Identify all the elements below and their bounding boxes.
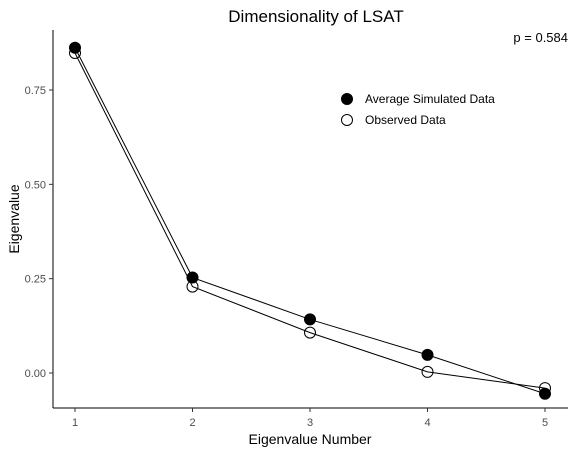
x-tick-label: 5: [542, 417, 548, 429]
legend-label-observed: Observed Data: [365, 113, 446, 127]
data-point-average-simulated-data: [421, 348, 434, 361]
legend-key-observed: [341, 114, 353, 126]
x-tick-label: 1: [72, 417, 78, 429]
data-point-average-simulated-data: [186, 271, 199, 284]
y-tick-label: 0.50: [25, 179, 46, 191]
x-tick-label: 3: [307, 417, 313, 429]
legend-label-average-simulated: Average Simulated Data: [365, 92, 495, 106]
x-axis-title: Eigenvalue Number: [249, 431, 372, 447]
axes: [52, 30, 568, 409]
p-value-annotation: p = 0.584: [513, 30, 568, 45]
y-tick-label: 0.25: [25, 274, 46, 286]
chart-title: Dimensionality of LSAT: [228, 7, 403, 26]
data-point-observed-data: [539, 382, 551, 395]
legend-key-average-simulated: [341, 93, 353, 105]
data-point-average-simulated-data: [304, 313, 316, 326]
series-layer: [69, 41, 551, 400]
ticks: 1 2 3 4 5 0.00 0.25 0.50 0.75: [25, 85, 548, 429]
x-tick-label: 4: [424, 417, 430, 429]
y-tick-label: 0.00: [25, 368, 46, 380]
series-line-observed-data: [74, 52, 546, 389]
y-axis-title: Eigenvalue: [6, 184, 22, 253]
x-tick-label: 2: [189, 417, 195, 429]
data-point-observed-data: [69, 47, 81, 60]
data-point-observed-data: [421, 365, 434, 378]
data-point-observed-data: [304, 326, 316, 339]
legend: Average Simulated Data Observed Data: [341, 92, 495, 127]
data-point-observed-data: [186, 280, 199, 293]
y-tick-label: 0.75: [25, 85, 46, 97]
